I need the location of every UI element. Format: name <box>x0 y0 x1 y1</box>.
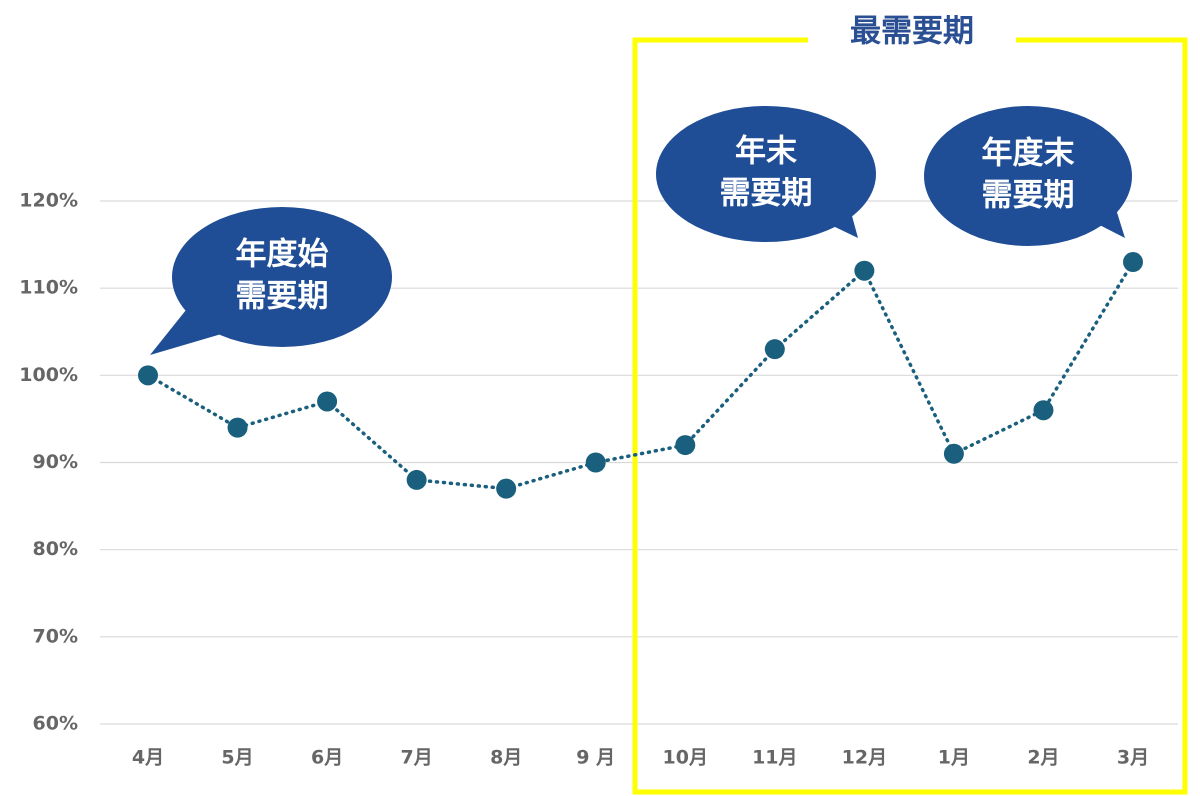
data-point <box>585 452 606 473</box>
x-tick-label: 5月 <box>221 747 253 769</box>
data-point <box>406 469 427 490</box>
callout-text: 需要期 <box>236 279 329 315</box>
data-point <box>317 391 338 412</box>
x-tick-label: 3月 <box>1117 747 1149 769</box>
y-tick-label: 80% <box>33 538 78 560</box>
x-tick-label: 1月 <box>938 747 970 769</box>
callout <box>172 207 392 347</box>
data-point <box>854 260 875 281</box>
callout-text: 需要期 <box>720 176 813 212</box>
x-tick-label: 4月 <box>132 747 164 769</box>
data-point <box>138 365 158 386</box>
y-tick-label: 110% <box>19 277 78 299</box>
callout-text: 需要期 <box>982 178 1075 214</box>
x-tick-label: 7月 <box>401 747 433 769</box>
data-point <box>943 443 964 464</box>
highlight-label: 最需要期 <box>850 14 974 50</box>
callout-text: 年度始 <box>236 237 329 273</box>
x-tick-label: 2月 <box>1027 747 1059 769</box>
data-point <box>1123 252 1143 273</box>
x-tick-label: 8月 <box>490 747 522 769</box>
x-tick-label: 6月 <box>311 747 343 769</box>
callout-text: 年末 <box>735 134 797 170</box>
data-point <box>496 478 517 499</box>
data-line <box>146 260 1135 491</box>
y-tick-label: 120% <box>19 190 78 212</box>
callout-tail <box>150 305 235 355</box>
x-tick-label: 9 月 <box>576 747 615 769</box>
data-point <box>227 417 248 438</box>
callout-text: 年度末 <box>982 136 1075 172</box>
y-tick-label: 70% <box>33 625 78 647</box>
data-point <box>764 339 785 360</box>
x-tick-label: 11月 <box>752 747 797 769</box>
data-point <box>675 435 696 456</box>
callout <box>656 106 876 242</box>
callout <box>924 106 1132 246</box>
highlight-box <box>632 37 1188 795</box>
y-tick-label: 90% <box>33 451 78 473</box>
y-tick-label: 60% <box>33 713 78 735</box>
x-tick-label: 12月 <box>842 747 887 769</box>
data-point <box>1033 400 1054 421</box>
x-tick-label: 10月 <box>663 747 708 769</box>
y-tick-label: 100% <box>19 364 78 386</box>
